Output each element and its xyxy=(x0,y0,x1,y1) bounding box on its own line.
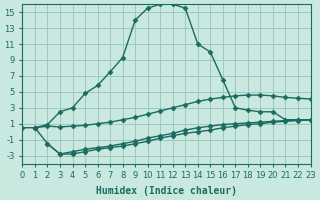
X-axis label: Humidex (Indice chaleur): Humidex (Indice chaleur) xyxy=(96,186,237,196)
